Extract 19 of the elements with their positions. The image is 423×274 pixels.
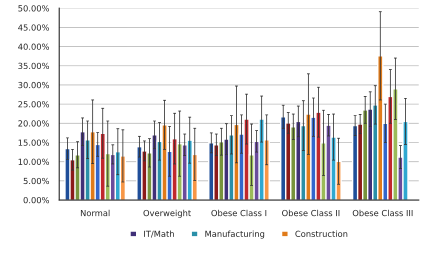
y-tick-label: 40.00% (18, 44, 50, 50)
x-tick-label: Overweight (143, 210, 191, 218)
x-tick-label: Obese Class III (352, 210, 413, 216)
x-tick-label: Normal (80, 210, 110, 216)
x-tick-label: Obese Class I (211, 210, 266, 216)
x-tick-label: Obese Class II (282, 210, 340, 216)
y-tick-label: 30.00% (18, 82, 50, 88)
legend-label: IT/Math (144, 230, 174, 238)
y-tick-label: 35.00% (18, 62, 50, 70)
y-tick-label: 15.00% (18, 139, 50, 146)
y-tick-label: 10.00% (18, 158, 50, 165)
y-tick-label: 45.00% (18, 24, 50, 31)
y-tick-label: 5.00% (24, 178, 50, 184)
y-tick-label: 25.00% (18, 101, 50, 108)
legend-label: Construction (295, 230, 348, 237)
legend-label: Manufacturing (205, 230, 264, 239)
y-tick-label: 20.00% (18, 120, 50, 127)
y-tick-label: 0.00% (24, 197, 50, 204)
y-tick-label: 50.00% (18, 5, 50, 12)
